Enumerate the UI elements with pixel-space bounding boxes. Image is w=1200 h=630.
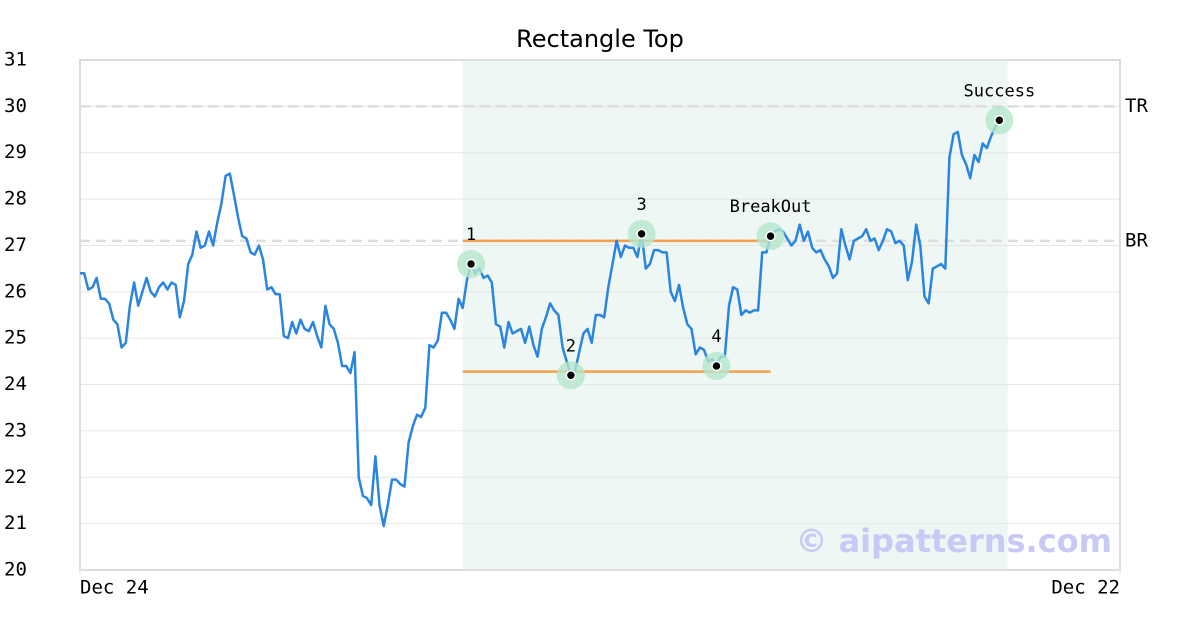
point-label: BreakOut bbox=[730, 197, 812, 217]
point-dot bbox=[636, 228, 647, 240]
plot-frame bbox=[79, 59, 1121, 571]
y-tick-label: 22 bbox=[4, 466, 27, 488]
point-label: 1 bbox=[466, 225, 476, 245]
level-label: TR bbox=[1125, 95, 1148, 117]
pattern-region bbox=[462, 60, 1008, 570]
y-tick-label: 29 bbox=[4, 141, 27, 163]
point-label: 4 bbox=[711, 327, 721, 347]
point-label: 2 bbox=[566, 336, 576, 356]
y-tick-label: 27 bbox=[4, 234, 27, 256]
y-tick-label: 26 bbox=[4, 280, 27, 302]
point-dot bbox=[765, 230, 776, 242]
y-tick-label: 28 bbox=[4, 188, 27, 210]
point-dot bbox=[994, 115, 1005, 126]
y-tick-label: 20 bbox=[4, 559, 27, 581]
y-tick-label: 25 bbox=[4, 327, 27, 349]
price-line bbox=[80, 119, 1001, 528]
point-dot bbox=[465, 258, 477, 270]
point-label: 3 bbox=[636, 195, 646, 215]
y-tick-label: 24 bbox=[4, 373, 27, 395]
watermark: © aipatterns.com bbox=[795, 522, 1112, 560]
y-tick-label: 23 bbox=[4, 419, 27, 441]
point-dot bbox=[565, 370, 577, 381]
chart-title: Rectangle Top bbox=[516, 25, 684, 53]
x-tick-label: Dec 22 bbox=[1051, 577, 1120, 599]
y-tick-label: 30 bbox=[4, 95, 27, 117]
y-tick-label: 21 bbox=[4, 512, 27, 534]
y-tick-label: 31 bbox=[4, 49, 27, 71]
level-label: BR bbox=[1125, 229, 1148, 251]
point-dot bbox=[711, 360, 722, 372]
x-tick-label: Dec 24 bbox=[80, 577, 149, 599]
point-label: Success bbox=[964, 81, 1036, 101]
